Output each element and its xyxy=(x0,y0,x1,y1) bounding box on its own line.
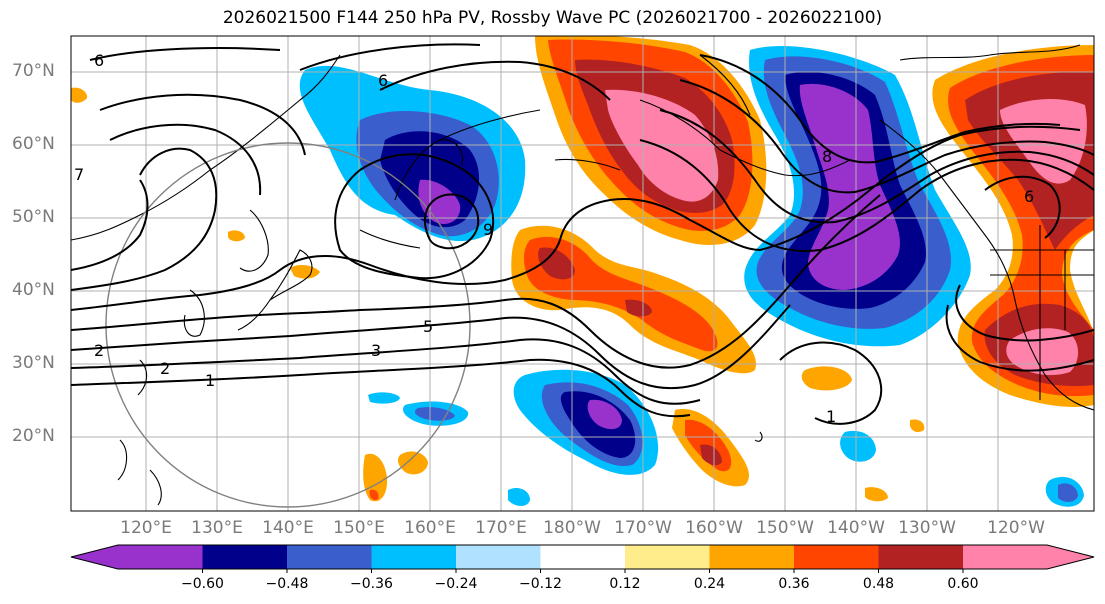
contour-label: 6 xyxy=(378,71,388,90)
map-frame xyxy=(70,35,1095,512)
colorbar-tick-label: 0.60 xyxy=(947,576,979,592)
lon-label: 130°E xyxy=(191,518,243,538)
contour-label: 1 xyxy=(205,371,215,390)
colorbar-tick-label: 0.48 xyxy=(862,576,895,592)
colorbar-tick-label: 0.36 xyxy=(778,576,810,592)
colorbar-swatch xyxy=(118,545,203,569)
colorbar-extend-low xyxy=(71,545,118,569)
colorbar-tick-label: −0.60 xyxy=(181,576,224,592)
colorbar-tick-label: −0.36 xyxy=(350,576,393,592)
lat-label: 40°N xyxy=(12,280,55,300)
colorbar-swatch xyxy=(371,545,456,569)
colorbar-swatch xyxy=(625,545,710,569)
contour-label: 2 xyxy=(94,341,104,360)
contour-label: 5 xyxy=(423,317,433,336)
lon-label: 170°W xyxy=(614,518,672,538)
colorbar-swatch xyxy=(540,545,625,569)
lat-label: 50°N xyxy=(12,207,55,227)
colorbar-tick-label: −0.24 xyxy=(434,576,478,592)
contour-label: 8 xyxy=(822,147,832,166)
lon-label: 140°W xyxy=(827,518,885,538)
projection-circle xyxy=(105,142,471,508)
lon-label: 150°W xyxy=(756,518,814,538)
lon-label: 160°E xyxy=(404,518,456,538)
colorbar-swatch xyxy=(709,545,794,569)
contour-label: 9 xyxy=(483,220,493,239)
contour-label: 2 xyxy=(160,359,170,378)
coastlines xyxy=(71,44,1094,506)
lon-label: 180°W xyxy=(543,518,601,538)
colorbar-swatch xyxy=(287,545,372,569)
colorbar-swatch xyxy=(794,545,879,569)
colorbar-swatch xyxy=(878,545,963,569)
contour-labels: 6 6 7 9 5 3 2 2 1 8 1 6 xyxy=(74,51,1034,426)
lon-label: 140°E xyxy=(262,518,314,538)
contour-label: 3 xyxy=(371,341,381,360)
lon-label: 160°W xyxy=(685,518,743,538)
lat-label: 30°N xyxy=(12,353,55,373)
contour-label: 6 xyxy=(1024,187,1034,206)
colorbar-tick-label: −0.48 xyxy=(265,576,309,592)
lat-label: 20°N xyxy=(12,426,55,446)
contour-label: 7 xyxy=(74,165,84,184)
lon-label: 130°W xyxy=(898,518,956,538)
anomaly-shading xyxy=(71,36,1094,507)
colorbar xyxy=(70,544,1095,573)
colorbar-swatch xyxy=(456,545,541,569)
colorbar-swatch xyxy=(202,545,287,569)
map-title: 2026021500 F144 250 hPa PV, Rossby Wave … xyxy=(222,8,883,28)
lat-label: 60°N xyxy=(12,134,55,154)
colorbar-extend-high xyxy=(963,545,1094,569)
lon-label: 120°E xyxy=(120,518,172,538)
colorbar-tick-label: 0.24 xyxy=(693,576,726,592)
lon-label: 150°E xyxy=(333,518,385,538)
colorbar-tick-label: 0.12 xyxy=(609,576,641,592)
lon-label: 170°E xyxy=(475,518,527,538)
colorbar-tick-label: −0.12 xyxy=(519,576,562,592)
contour-label: 1 xyxy=(826,407,836,426)
pv-contours xyxy=(71,43,1094,425)
lon-label: 120°W xyxy=(987,518,1045,538)
contour-label: 6 xyxy=(94,51,104,70)
lat-label: 70°N xyxy=(12,61,55,81)
gridlines xyxy=(71,36,1094,511)
